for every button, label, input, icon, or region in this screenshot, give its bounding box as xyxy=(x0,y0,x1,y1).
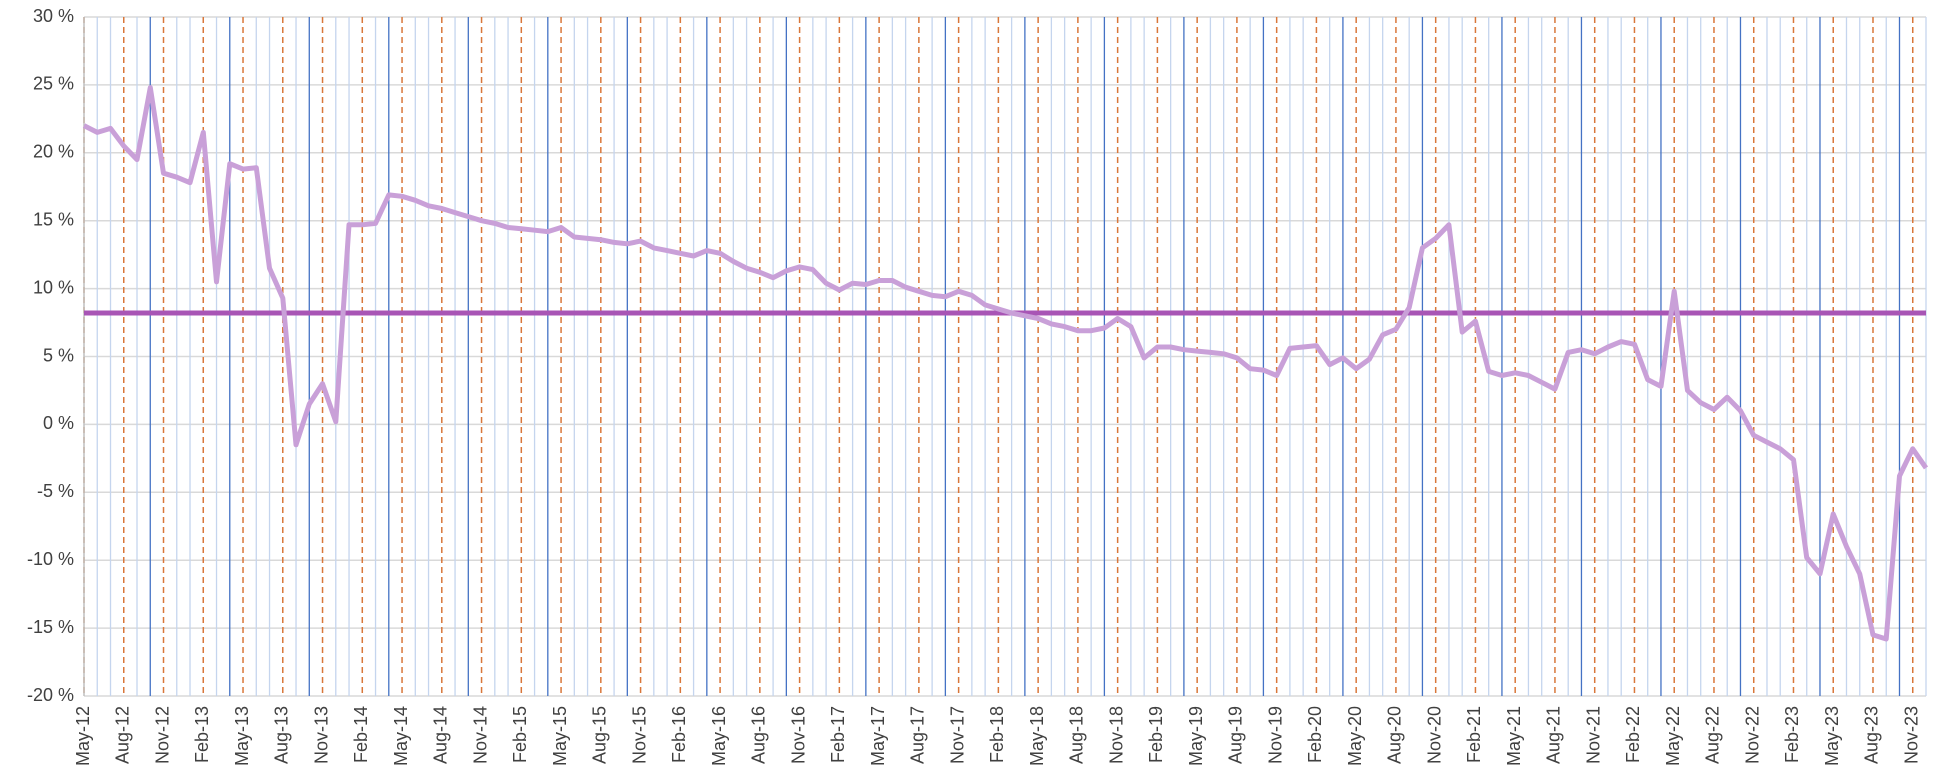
y-tick-label: -20 % xyxy=(27,685,74,705)
x-tick-label: Feb-17 xyxy=(828,706,848,763)
x-tick-label: Aug-21 xyxy=(1544,706,1564,764)
x-tick-label: Feb-13 xyxy=(192,706,212,763)
x-tick-label: Nov-15 xyxy=(629,706,649,764)
x-tick-label: Aug-16 xyxy=(749,706,769,764)
y-tick-label: -5 % xyxy=(37,481,74,501)
x-tick-label: Nov-16 xyxy=(788,706,808,764)
x-tick-label: Feb-19 xyxy=(1146,706,1166,763)
x-tick-label: Aug-12 xyxy=(113,706,133,764)
y-tick-label: 5 % xyxy=(43,345,74,365)
x-tick-label: Nov-18 xyxy=(1106,706,1126,764)
x-tick-label: May-14 xyxy=(391,706,411,766)
x-tick-label: May-17 xyxy=(868,706,888,766)
x-tick-label: Aug-17 xyxy=(908,706,928,764)
data-line xyxy=(82,85,1929,642)
x-tick-label: Aug-22 xyxy=(1703,706,1723,764)
x-tick-label: Feb-20 xyxy=(1305,706,1325,763)
y-tick-label: 20 % xyxy=(33,142,74,162)
x-tick-label: May-15 xyxy=(550,706,570,766)
x-tick-label: Aug-13 xyxy=(272,706,292,764)
x-tick-label: Aug-20 xyxy=(1385,706,1405,764)
x-tick-label: Nov-22 xyxy=(1742,706,1762,764)
y-tick-label: -10 % xyxy=(27,549,74,569)
x-tick-label: Feb-23 xyxy=(1782,706,1802,763)
x-tick-label: May-21 xyxy=(1504,706,1524,766)
x-tick-label: Feb-16 xyxy=(669,706,689,763)
x-tick-label: May-19 xyxy=(1186,706,1206,766)
x-tick-label: Aug-14 xyxy=(431,706,451,764)
x-tick-label: Feb-18 xyxy=(987,706,1007,763)
x-tick-label: Nov-13 xyxy=(311,706,331,764)
x-tick-label: Feb-15 xyxy=(510,706,530,763)
x-tick-label: May-16 xyxy=(709,706,729,766)
x-tick-label: Nov-23 xyxy=(1901,706,1921,764)
x-tick-label: Nov-20 xyxy=(1424,706,1444,764)
x-tick-label: Aug-19 xyxy=(1226,706,1246,764)
x-tick-label: Nov-19 xyxy=(1265,706,1285,764)
y-tick-label: 0 % xyxy=(43,413,74,433)
x-tick-label: May-18 xyxy=(1027,706,1047,766)
y-tick-label: 30 % xyxy=(33,6,74,26)
x-tick-label: Aug-18 xyxy=(1067,706,1087,764)
x-tick-label: May-20 xyxy=(1345,706,1365,766)
x-tick-label: Nov-12 xyxy=(152,706,172,764)
x-tick-label: May-13 xyxy=(232,706,252,766)
y-tick-label: 15 % xyxy=(33,209,74,229)
y-tick-label: 10 % xyxy=(33,277,74,297)
x-tick-label: Feb-21 xyxy=(1464,706,1484,763)
x-tick-label: Nov-21 xyxy=(1583,706,1603,764)
x-tick-label: Nov-17 xyxy=(947,706,967,764)
y-tick-label: 25 % xyxy=(33,74,74,94)
x-tick-label: Aug-15 xyxy=(590,706,610,764)
x-tick-label: Aug-23 xyxy=(1862,706,1882,764)
x-tick-label: May-12 xyxy=(73,706,93,766)
x-tick-label: Feb-22 xyxy=(1623,706,1643,763)
x-tick-label: Feb-14 xyxy=(351,706,371,763)
x-tick-label: May-23 xyxy=(1822,706,1842,766)
x-tick-label: Nov-14 xyxy=(470,706,490,764)
y-tick-label: -15 % xyxy=(27,617,74,637)
x-tick-label: May-22 xyxy=(1663,706,1683,766)
